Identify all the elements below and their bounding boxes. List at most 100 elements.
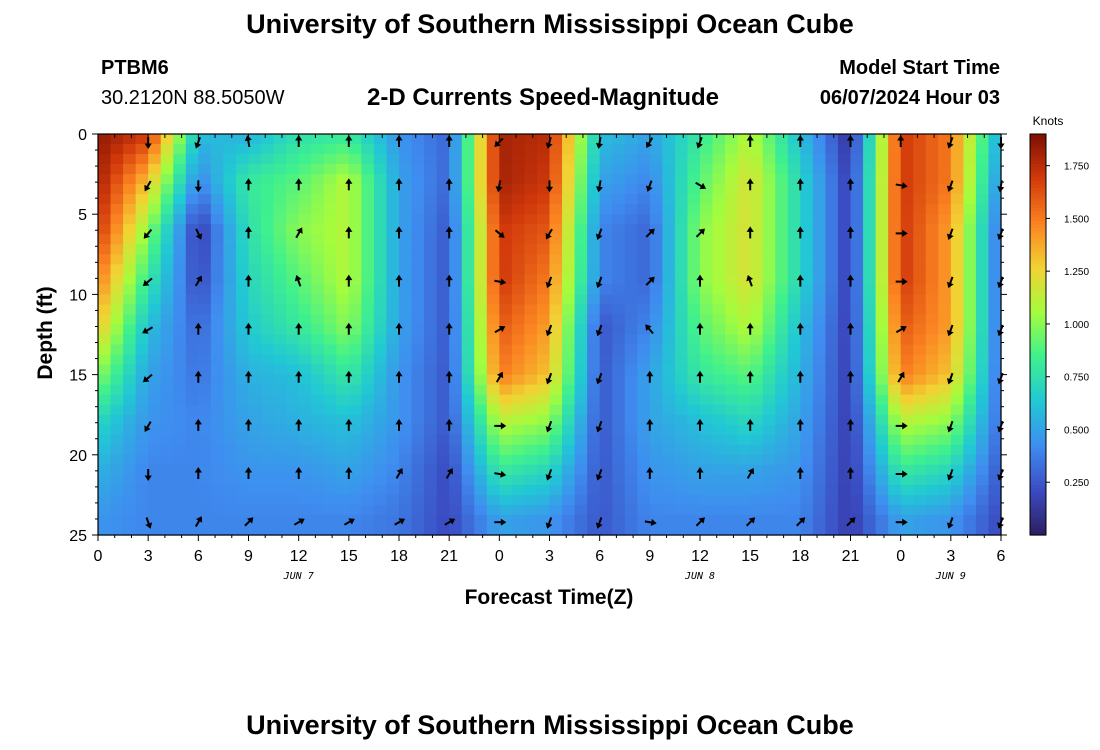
- heatmap-cell: [198, 354, 212, 366]
- heatmap-cell: [637, 244, 651, 255]
- heatmap-cell: [298, 314, 312, 326]
- heatmap-cell: [612, 524, 626, 536]
- heatmap-cell: [649, 294, 663, 306]
- heatmap-cell: [825, 454, 839, 466]
- heatmap-cell: [198, 204, 212, 215]
- heatmap-cell: [750, 244, 764, 255]
- heatmap-cell: [875, 304, 889, 316]
- heatmap-cell: [549, 394, 563, 406]
- heatmap-cell: [135, 454, 149, 466]
- current-arrow: [545, 372, 553, 385]
- heatmap-cell: [750, 514, 764, 526]
- heatmap-cell: [461, 324, 475, 336]
- heatmap-cell: [135, 264, 149, 275]
- heatmap-cell: [562, 144, 576, 155]
- heatmap-cell: [399, 214, 413, 225]
- heatmap-cell: [988, 464, 1002, 476]
- colorbar-segment: [1030, 321, 1046, 326]
- heatmap-cell: [762, 134, 776, 145]
- heatmap-cell: [135, 274, 149, 285]
- heatmap-cell: [624, 244, 638, 255]
- heatmap-cell: [925, 294, 939, 306]
- heatmap-cell: [562, 154, 576, 165]
- heatmap-cell: [373, 184, 388, 195]
- heatmap-cell: [261, 454, 275, 466]
- heatmap-cell: [286, 514, 300, 526]
- heatmap-cell: [424, 384, 438, 396]
- footer-title: University of Southern Mississippi Ocean…: [246, 710, 854, 740]
- heatmap-cell: [549, 164, 563, 175]
- heatmap-cell: [160, 364, 174, 376]
- heatmap-cell: [624, 474, 638, 486]
- heatmap-cell: [562, 464, 576, 476]
- heatmap-cell: [449, 514, 463, 526]
- heatmap-cell: [286, 174, 300, 185]
- heatmap-cell: [135, 294, 149, 306]
- heatmap-cell: [662, 164, 676, 175]
- heatmap-cell: [750, 304, 764, 316]
- heatmap-cell: [110, 274, 124, 285]
- heatmap-cell: [587, 434, 601, 446]
- heatmap-cell: [511, 414, 526, 426]
- heatmap-cell: [160, 464, 174, 476]
- heatmap-cell: [624, 204, 638, 215]
- y-tick-label: 20: [69, 448, 87, 465]
- heatmap-cell: [449, 404, 463, 416]
- current-arrow: [746, 226, 754, 239]
- heatmap-cell: [950, 494, 964, 506]
- heatmap-cell: [975, 414, 990, 426]
- heatmap-cell: [474, 324, 488, 336]
- heatmap-cell: [674, 174, 689, 185]
- heatmap-cell: [361, 354, 375, 366]
- heatmap-cell: [587, 524, 601, 536]
- heatmap-cell: [486, 234, 500, 245]
- heatmap-cell: [850, 434, 864, 446]
- heatmap-cell: [536, 404, 551, 416]
- colorbar-segment: [1030, 284, 1046, 289]
- heatmap-cell: [837, 304, 852, 316]
- heatmap-cell: [135, 194, 149, 205]
- colorbar-segment: [1030, 230, 1046, 235]
- heatmap-cell: [536, 354, 551, 366]
- heatmap-cell: [913, 484, 927, 496]
- heatmap-cell: [950, 364, 964, 376]
- heatmap-cell: [587, 194, 601, 205]
- heatmap-cell: [812, 454, 827, 466]
- heatmap-cell: [775, 524, 789, 536]
- heatmap-cell: [160, 134, 174, 145]
- heatmap-cell: [348, 274, 362, 285]
- heatmap-cell: [449, 174, 463, 185]
- heatmap-cell: [900, 194, 914, 205]
- heatmap-cell: [235, 514, 250, 526]
- heatmap-cell: [436, 234, 450, 245]
- heatmap-cell: [637, 504, 651, 516]
- heatmap-cell: [812, 484, 827, 496]
- heatmap-cell: [248, 354, 262, 366]
- x-tick-label: 9: [645, 548, 654, 565]
- heatmap-cell: [148, 194, 162, 205]
- heatmap-cell: [863, 464, 877, 476]
- heatmap-cell: [185, 444, 199, 456]
- heatmap-cell: [474, 524, 488, 536]
- heatmap-cell: [298, 254, 312, 265]
- heatmap-cell: [461, 464, 475, 476]
- heatmap-cell: [549, 184, 563, 195]
- heatmap-cell: [913, 264, 927, 275]
- heatmap-cell: [449, 244, 463, 255]
- heatmap-cell: [399, 314, 413, 326]
- heatmap-cell: [687, 394, 701, 406]
- heatmap-cell: [812, 254, 827, 265]
- colorbar-segment: [1030, 271, 1046, 275]
- heatmap-cell: [461, 444, 475, 456]
- heatmap-cell: [235, 394, 250, 406]
- heatmap-cell: [223, 414, 237, 426]
- heatmap-cell: [950, 334, 964, 346]
- heatmap-cell: [486, 134, 500, 145]
- heatmap-cell: [562, 394, 576, 406]
- heatmap-cell: [286, 394, 300, 406]
- heatmap-cell: [687, 264, 701, 275]
- current-arrow: [595, 420, 603, 433]
- heatmap-cell: [298, 444, 312, 456]
- heatmap-cell: [298, 204, 312, 215]
- heatmap-cell: [624, 284, 638, 296]
